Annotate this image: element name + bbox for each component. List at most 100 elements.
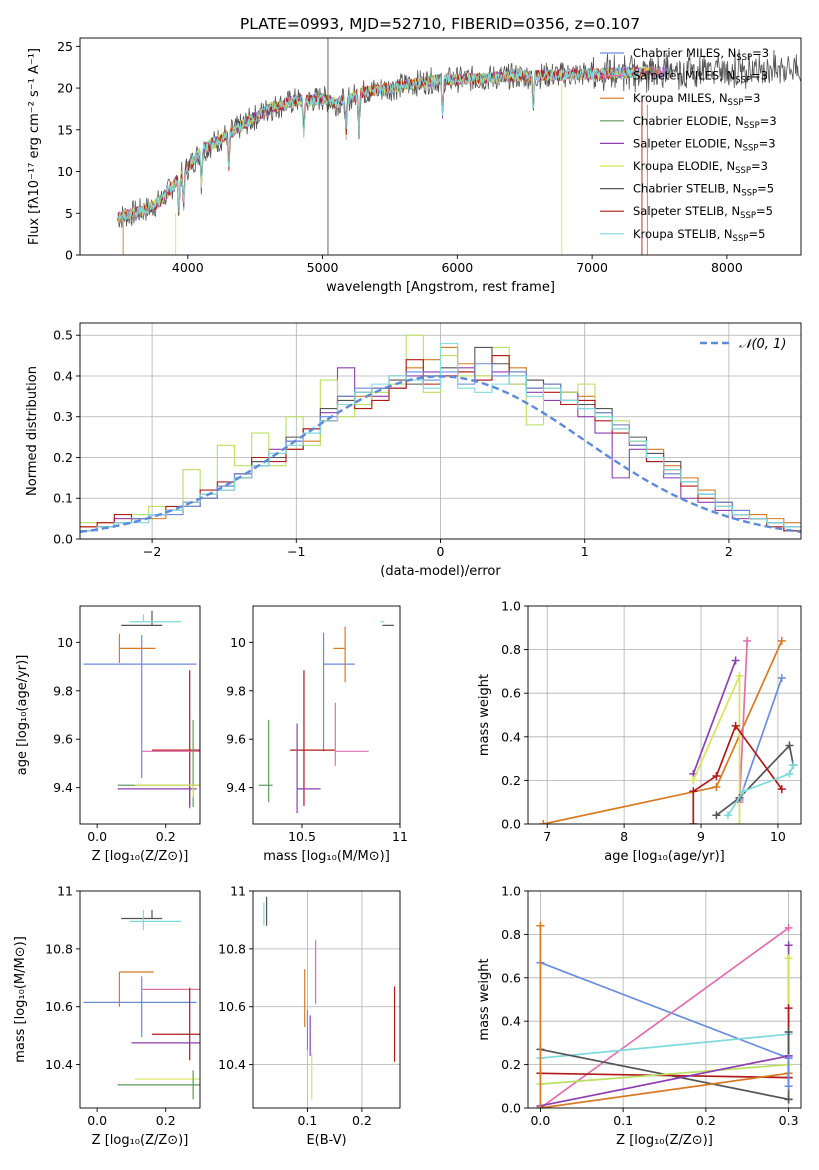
- legend-label: Chabrier STELIB, NSSP=5: [633, 182, 774, 199]
- plus-marker: [784, 1082, 793, 1091]
- plot-area-massweight_vs_age: [539, 636, 798, 824]
- y-axis-label: mass weight: [477, 674, 492, 756]
- weight-line: [738, 640, 749, 803]
- legend-suffix: =5: [756, 204, 773, 218]
- x-axis-label: (data-model)/error: [380, 564, 501, 579]
- x-tick-label: 0.2: [696, 1113, 716, 1128]
- x-tick-label: 7000: [576, 260, 608, 275]
- weight-line: [540, 1033, 789, 1059]
- gaussian-curve: [80, 375, 801, 534]
- y-tick-label: 5: [65, 206, 73, 221]
- legend-suffix: =3: [751, 69, 768, 83]
- x-tick-label: 2: [725, 544, 733, 559]
- x-axis-label: age [log₁₀(age/yr)]: [604, 849, 725, 864]
- residuals-legend: 𝒩(0, 1): [700, 337, 786, 352]
- x-tick-label: 1: [581, 544, 589, 559]
- y-tick-label: 20: [57, 81, 73, 96]
- x-axis-label: Z [log₁₀(Z/Z⊙)]: [616, 1133, 713, 1148]
- x-tick-label: 0.0: [87, 829, 107, 844]
- errorbar-point: [83, 635, 197, 778]
- y-tick-label: 0.1: [53, 491, 73, 506]
- errorbar-point: [117, 1070, 200, 1100]
- plus-marker: [784, 941, 793, 950]
- legend-label: Chabrier MILES, NSSP=3: [633, 46, 769, 63]
- legend-label: Salpeter ELODIE, NSSP=3: [633, 136, 776, 153]
- y-tick-label: 0.8: [501, 927, 521, 942]
- frame-massweight_vs_age: 7 8 9 10 0.0 0.2 0.4 0.6 0.8 1.0 age [log₁₀(age/yr…: [477, 599, 802, 864]
- y-tick-label: 0.2: [501, 1057, 521, 1072]
- plot-area-mass_vs_ebv: [263, 896, 396, 1100]
- plus-marker: [784, 1028, 793, 1037]
- frame-mass_vs_ebv: 0.1 0.2 10.4 10.6 10.8 11 E(B-V): [218, 884, 401, 1148]
- legend-suffix: =3: [751, 159, 768, 173]
- errorbar-point: [290, 670, 336, 806]
- y-tick-label: 0.0: [53, 532, 73, 547]
- x-axis-label: Z [log₁₀(Z/Z⊙)]: [92, 1133, 189, 1148]
- axes-mass_vs_ebv: [253, 890, 400, 1108]
- weight-line: [540, 1072, 789, 1079]
- x-tick-label: −1: [287, 544, 305, 559]
- errorbar-point: [141, 943, 200, 990]
- errorbar-point: [118, 633, 156, 663]
- errorbar-point: [83, 976, 197, 1038]
- legend-suffix: =5: [748, 227, 765, 241]
- y-tick-label: 0.4: [501, 729, 521, 744]
- y-tick-label: 9.6: [53, 732, 73, 747]
- legend-label: Kroupa MILES, NSSP=3: [633, 91, 760, 108]
- x-tick-label: −2: [143, 544, 161, 559]
- frame-massweight_vs_Z: 0.0 0.1 0.2 0.3 0.0 0.2 0.4 0.6 0.8 1.0 Z [log₁₀(Z…: [477, 884, 802, 1148]
- legend-label: Salpeter MILES, NSSP=3: [633, 69, 768, 86]
- y-tick-label: 15: [57, 122, 73, 137]
- y-tick-label: 0: [65, 248, 73, 263]
- errorbar-point: [121, 909, 163, 920]
- legend-suffix: =5: [757, 182, 774, 196]
- plus-marker: [777, 673, 786, 682]
- plus-marker: [777, 636, 786, 645]
- legend-suffix: =3: [759, 136, 776, 150]
- axes-frame: [527, 605, 802, 825]
- figure-title: PLATE=0993, MJD=52710, FIBERID=0356, z=0…: [240, 15, 640, 33]
- plus-marker: [784, 1054, 793, 1063]
- x-tick-label: 0.2: [352, 1113, 372, 1128]
- weight-line: [692, 660, 737, 775]
- y-tick-label: 9.4: [53, 780, 73, 795]
- weight-line: [738, 677, 783, 801]
- x-tick-label: 8000: [711, 260, 743, 275]
- legend-subscript: SSP: [743, 143, 759, 153]
- plus-marker: [784, 1004, 793, 1013]
- errorbar-point: [129, 909, 182, 931]
- x-tick-label: 5000: [307, 260, 339, 275]
- legend-subscript: SSP: [735, 166, 751, 176]
- errorbar-point: [117, 719, 200, 808]
- plus-marker: [723, 811, 732, 820]
- x-tick-label: 10.5: [288, 829, 316, 844]
- weight-line: [540, 1063, 789, 1085]
- x-axis-label: E(B-V): [306, 1133, 346, 1148]
- spectrum-line: [117, 66, 646, 222]
- y-tick-label: 10.4: [218, 1057, 246, 1072]
- plus-marker: [689, 820, 698, 824]
- errorbar-point: [334, 702, 369, 766]
- errorbar-point: [258, 719, 273, 803]
- errorbar-point: [152, 987, 200, 1061]
- spectrum-line: [117, 66, 650, 224]
- plus-marker: [539, 820, 548, 824]
- errorbar-point: [134, 784, 200, 798]
- plus-marker: [785, 741, 794, 750]
- y-tick-label: 1.0: [501, 884, 521, 899]
- y-tick-label: 10.8: [45, 941, 73, 956]
- errorbar-point: [134, 1078, 200, 1094]
- plus-marker: [785, 769, 794, 778]
- y-tick-label: 0.4: [53, 368, 73, 383]
- y-tick-label: 9.8: [53, 683, 73, 698]
- weight-line: [715, 743, 795, 816]
- legend-subscript: SSP: [728, 98, 744, 108]
- y-tick-label: 10.6: [45, 999, 73, 1014]
- plus-marker: [743, 636, 752, 645]
- legend-subscript: SSP: [736, 53, 752, 63]
- plus-marker: [712, 772, 721, 781]
- plus-marker: [735, 671, 744, 680]
- legend-suffix: =3: [752, 46, 769, 60]
- x-tick-label: 4000: [172, 260, 204, 275]
- y-tick-label: 0.2: [501, 773, 521, 788]
